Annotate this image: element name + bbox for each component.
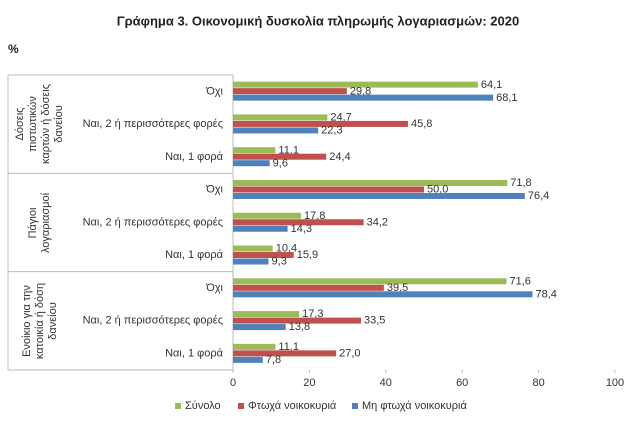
value-label: 14,3: [291, 223, 312, 235]
bar: [233, 350, 337, 357]
x-tick-label: 100: [606, 377, 624, 389]
bar: [233, 147, 276, 154]
legend-swatch: [238, 403, 244, 409]
bar: [233, 343, 276, 350]
bar: [233, 192, 525, 199]
value-label: 27,0: [339, 348, 360, 360]
x-tick-label: 60: [456, 377, 468, 389]
bar: [233, 278, 507, 285]
category-label: Όχι: [205, 184, 223, 196]
value-label: 11,1: [278, 341, 299, 353]
value-label: 71,6: [510, 275, 531, 287]
category-label: Όχι: [205, 282, 223, 294]
value-label: 45,8: [411, 118, 432, 130]
value-label: 15,9: [297, 249, 318, 261]
bar: [233, 324, 286, 331]
category-label: Ναι, 2 ή περισσότερες φορές: [83, 118, 223, 130]
value-label: 17,3: [302, 308, 323, 320]
group-label: Δόσεις πιστωτικών καρτών ή δόσεις δανείο…: [14, 84, 66, 165]
bar: [233, 114, 328, 121]
value-label: 34,2: [367, 216, 388, 228]
bar: [233, 186, 424, 193]
value-label: 33,5: [364, 315, 385, 327]
value-label: 68,1: [496, 92, 517, 104]
value-label: 22,3: [321, 125, 342, 137]
bar: [233, 219, 364, 226]
bar: [233, 81, 478, 88]
value-label: 76,4: [528, 190, 549, 202]
value-label: 11,1: [278, 144, 299, 156]
value-label: 50,0: [427, 184, 448, 196]
bar: [233, 245, 273, 252]
bar: [233, 212, 301, 219]
value-label: 17,8: [304, 210, 325, 222]
value-label: 9,3: [272, 256, 287, 268]
bar: [233, 311, 300, 318]
value-label: 10,4: [276, 243, 297, 255]
category-label: Ναι, 1 φορά: [165, 151, 224, 163]
legend-label: Φτωχά νοικοκυριά: [248, 400, 337, 412]
legend-label: Μη φτωχά νοικοκυριά: [362, 400, 467, 412]
bar: [233, 160, 270, 167]
value-label: 39,5: [387, 282, 408, 294]
value-label: 9,6: [273, 157, 288, 169]
x-tick-label: 0: [230, 377, 236, 389]
chart-title: Γράφημα 3. Οικονομική δυσκολία πληρωμής …: [117, 13, 519, 28]
x-tick-label: 80: [532, 377, 544, 389]
y-label: %: [8, 42, 19, 56]
value-label: 24,7: [330, 112, 351, 124]
value-label: 78,4: [535, 288, 556, 300]
value-label: 29,8: [350, 85, 371, 97]
bar: [233, 153, 327, 160]
category-label: Ναι, 2 ή περισσότερες φορές: [83, 216, 223, 228]
value-label: 24,4: [329, 151, 350, 163]
bar: [233, 179, 508, 186]
bar: [233, 127, 319, 134]
bar: [233, 258, 269, 265]
category-label: Ναι, 1 φορά: [165, 348, 224, 360]
bar: [233, 94, 494, 101]
bar: [233, 291, 533, 298]
category-label: Ναι, 1 φορά: [165, 249, 224, 261]
bar: [233, 356, 263, 363]
x-tick-label: 20: [303, 377, 315, 389]
bar: [233, 252, 294, 259]
bar: [233, 317, 361, 324]
category-label: Ναι, 2 ή περισσότερες φορές: [83, 315, 223, 327]
bar: [233, 88, 347, 95]
category-label: Όχι: [205, 85, 223, 97]
legend-swatch: [352, 403, 358, 409]
value-label: 13,8: [289, 321, 310, 333]
legend-label: Σύνολο: [185, 400, 221, 412]
x-tick-label: 40: [380, 377, 392, 389]
group-label: Ενοίκιο για την κατοικία ή δόση δανείου: [20, 282, 59, 359]
legend-swatch: [175, 403, 181, 409]
group-label: Πάγιοι λογαριασμοί: [27, 192, 53, 253]
bar: [233, 225, 288, 232]
value-label: 71,8: [510, 177, 531, 189]
bar: [233, 120, 408, 127]
value-label: 7,8: [266, 354, 281, 366]
bar: [233, 284, 384, 291]
value-label: 64,1: [481, 79, 502, 91]
